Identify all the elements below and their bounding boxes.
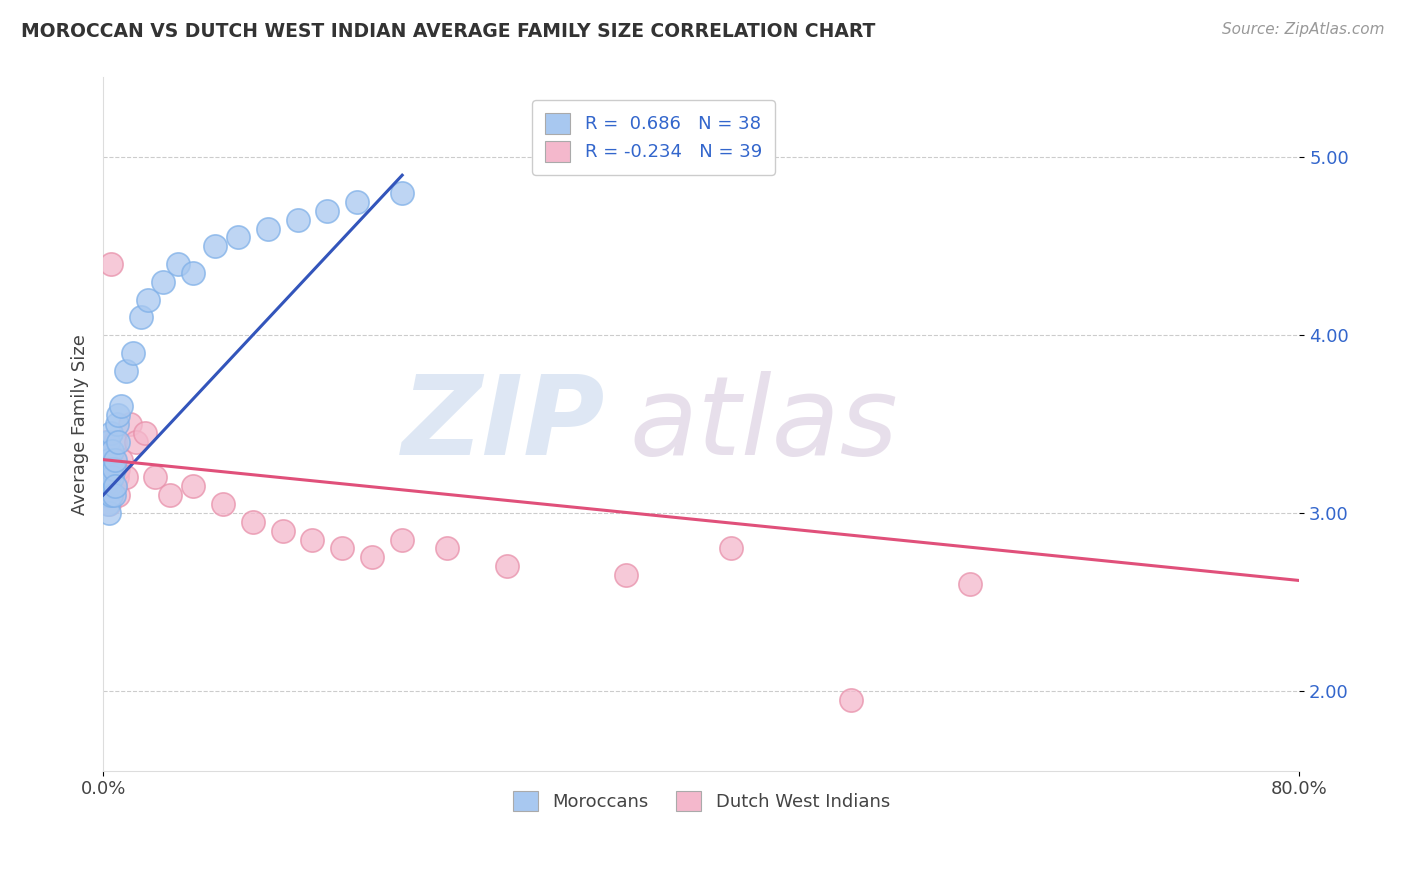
- Point: [104, 479, 127, 493]
- Point: [129, 310, 152, 325]
- Point: [125, 434, 148, 449]
- Point: [100, 488, 122, 502]
- Point: [97, 461, 120, 475]
- Point: [101, 488, 124, 502]
- Point: [93, 452, 115, 467]
- Point: [211, 497, 233, 511]
- Point: [104, 452, 127, 467]
- Point: [110, 452, 132, 467]
- Point: [98, 479, 121, 493]
- Point: [94, 470, 117, 484]
- Point: [97, 497, 120, 511]
- Point: [495, 559, 517, 574]
- Point: [98, 506, 121, 520]
- Point: [100, 425, 122, 440]
- Point: [97, 488, 120, 502]
- Point: [105, 417, 128, 431]
- Point: [145, 470, 167, 484]
- Point: [256, 221, 278, 235]
- Point: [94, 488, 117, 502]
- Point: [103, 488, 125, 502]
- Point: [436, 541, 458, 556]
- Point: [104, 434, 127, 449]
- Point: [100, 257, 122, 271]
- Point: [94, 461, 117, 475]
- Point: [332, 541, 354, 556]
- Point: [107, 488, 129, 502]
- Point: [100, 461, 122, 475]
- Point: [97, 434, 120, 449]
- Point: [361, 550, 384, 565]
- Point: [114, 364, 136, 378]
- Point: [226, 230, 249, 244]
- Point: [107, 461, 129, 475]
- Point: [110, 399, 132, 413]
- Point: [391, 533, 413, 547]
- Point: [136, 293, 159, 307]
- Point: [100, 470, 122, 484]
- Point: [316, 203, 339, 218]
- Point: [287, 212, 309, 227]
- Point: [616, 568, 638, 582]
- Point: [271, 524, 294, 538]
- Point: [301, 533, 323, 547]
- Point: [94, 434, 117, 449]
- Point: [103, 452, 125, 467]
- Point: [346, 194, 368, 209]
- Point: [839, 692, 862, 706]
- Legend: Moroccans, Dutch West Indians: Moroccans, Dutch West Indians: [501, 778, 903, 824]
- Point: [159, 488, 181, 502]
- Text: Source: ZipAtlas.com: Source: ZipAtlas.com: [1222, 22, 1385, 37]
- Point: [105, 470, 128, 484]
- Point: [101, 443, 124, 458]
- Point: [181, 479, 204, 493]
- Point: [107, 434, 129, 449]
- Point: [242, 515, 264, 529]
- Point: [93, 479, 115, 493]
- Point: [97, 470, 120, 484]
- Point: [93, 452, 115, 467]
- Point: [107, 408, 129, 422]
- Point: [98, 452, 121, 467]
- Point: [959, 577, 981, 591]
- Text: ZIP: ZIP: [402, 370, 606, 477]
- Point: [98, 443, 121, 458]
- Point: [98, 497, 121, 511]
- Point: [103, 461, 125, 475]
- Point: [93, 479, 115, 493]
- Point: [720, 541, 742, 556]
- Point: [181, 266, 204, 280]
- Point: [152, 275, 174, 289]
- Point: [167, 257, 190, 271]
- Point: [134, 425, 156, 440]
- Y-axis label: Average Family Size: Average Family Size: [72, 334, 89, 515]
- Point: [114, 470, 136, 484]
- Point: [94, 443, 117, 458]
- Text: MOROCCAN VS DUTCH WEST INDIAN AVERAGE FAMILY SIZE CORRELATION CHART: MOROCCAN VS DUTCH WEST INDIAN AVERAGE FA…: [21, 22, 876, 41]
- Point: [122, 346, 145, 360]
- Point: [101, 470, 124, 484]
- Text: atlas: atlas: [630, 370, 898, 477]
- Point: [204, 239, 226, 253]
- Point: [104, 479, 127, 493]
- Point: [118, 417, 141, 431]
- Point: [391, 186, 413, 200]
- Point: [101, 461, 124, 475]
